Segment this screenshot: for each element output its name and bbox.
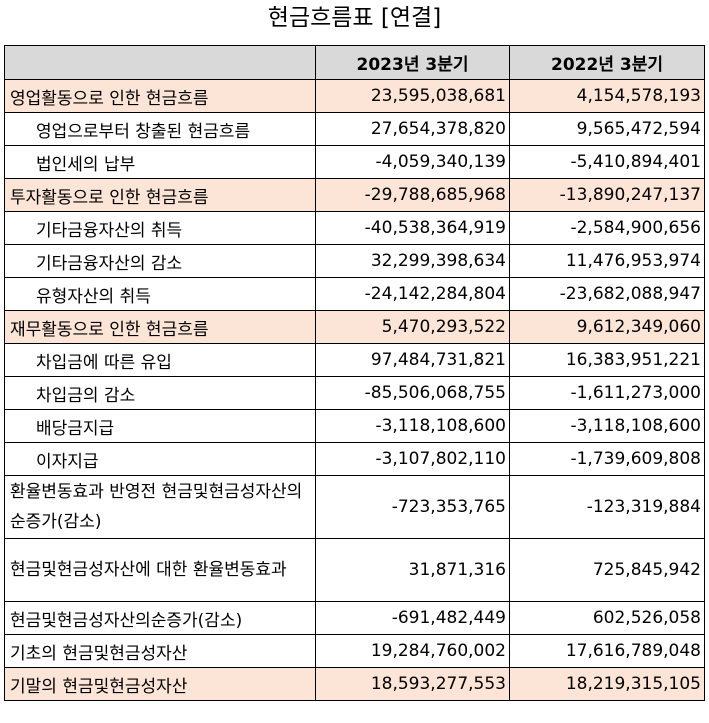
table-row: 기초의 현금및현금성자산 19,284,760,002 17,616,789,0… [4,634,705,668]
table-row: 투자활동으로 인한 현금흐름 -29,788,685,968 -13,890,2… [4,178,705,212]
value-2023: 18,593,277,553 [315,667,510,701]
row-label: 환율변동효과 반영전 현금및현금성자산의 순증가(감소) [4,475,316,539]
value-2023: 5,470,293,522 [315,310,510,344]
value-2023: 97,484,731,821 [315,343,510,377]
row-label: 배당금지급 [4,409,316,443]
value-2022: -1,739,609,808 [509,442,705,476]
table-row: 현금및현금성자산에 대한 환율변동효과 31,871,316 725,845,9… [4,538,705,602]
header-2022: 2022년 3분기 [509,45,705,80]
row-label: 투자활동으로 인한 현금흐름 [4,178,316,212]
value-2022: 725,845,942 [509,538,705,602]
table-row: 차입금에 따른 유입 97,484,731,821 16,383,951,221 [4,343,705,377]
value-2023: 27,654,378,820 [315,112,510,146]
row-label: 영업으로부터 창출된 현금흐름 [4,112,316,146]
value-2023: -4,059,340,139 [315,145,510,179]
table-row: 배당금지급 -3,118,108,600 -3,118,108,600 [4,409,705,443]
value-2023: 23,595,038,681 [315,79,510,113]
row-label: 영업활동으로 인한 현금흐름 [4,79,316,113]
value-2023: -723,353,765 [315,475,510,539]
value-2023: -3,107,802,110 [315,442,510,476]
value-2023: -24,142,284,804 [315,277,510,311]
row-label: 기타금융자산의 취득 [4,211,316,245]
row-label: 차입금에 따른 유입 [4,343,316,377]
value-2023: 31,871,316 [315,538,510,602]
value-2022: 17,616,789,048 [509,634,705,668]
page-title: 현금흐름표 [연결] [267,5,442,31]
value-2022: -1,611,273,000 [509,376,705,410]
table-row: 유형자산의 취득 -24,142,284,804 -23,682,088,947 [4,277,705,311]
header-label [4,45,316,80]
row-label: 재무활동으로 인한 현금흐름 [4,310,316,344]
row-label: 기초의 현금및현금성자산 [4,634,316,668]
row-label: 기말의 현금및현금성자산 [4,667,316,701]
row-label: 현금및현금성자산에 대한 환율변동효과 [4,538,316,602]
value-2022: -3,118,108,600 [509,409,705,443]
value-2023: -40,538,364,919 [315,211,510,245]
header-2023: 2023년 3분기 [315,45,510,80]
table-row: 현금및현금성자산의순증가(감소) -691,482,449 602,526,05… [4,601,705,635]
value-2022: -23,682,088,947 [509,277,705,311]
value-2023: -29,788,685,968 [315,178,510,212]
table-row: 이자지급 -3,107,802,110 -1,739,609,808 [4,442,705,476]
row-label: 이자지급 [4,442,316,476]
value-2023: 19,284,760,002 [315,634,510,668]
value-2023: -3,118,108,600 [315,409,510,443]
row-label: 기타금융자산의 감소 [4,244,316,278]
table-row: 차입금의 감소 -85,506,068,755 -1,611,273,000 [4,376,705,410]
value-2022: -2,584,900,656 [509,211,705,245]
table-row: 법인세의 납부 -4,059,340,139 -5,410,894,401 [4,145,705,179]
value-2022: 602,526,058 [509,601,705,635]
table-row: 기타금융자산의 취득 -40,538,364,919 -2,584,900,65… [4,211,705,245]
value-2022: -13,890,247,137 [509,178,705,212]
value-2022: 11,476,953,974 [509,244,705,278]
table-row: 환율변동효과 반영전 현금및현금성자산의 순증가(감소) -723,353,76… [4,475,705,539]
row-label: 현금및현금성자산의순증가(감소) [4,601,316,635]
value-2023: -85,506,068,755 [315,376,510,410]
table-header-row: 2023년 3분기 2022년 3분기 [4,45,705,80]
table-row: 영업으로부터 창출된 현금흐름 27,654,378,820 9,565,472… [4,112,705,146]
table-row: 재무활동으로 인한 현금흐름 5,470,293,522 9,612,349,0… [4,310,705,344]
cash-flow-table: 2023년 3분기 2022년 3분기 영업활동으로 인한 현금흐름 23,59… [4,45,705,701]
value-2022: 18,219,315,105 [509,667,705,701]
row-label: 법인세의 납부 [4,145,316,179]
value-2022: 9,612,349,060 [509,310,705,344]
value-2022: 9,565,472,594 [509,112,705,146]
value-2022: 16,383,951,221 [509,343,705,377]
value-2022: -5,410,894,401 [509,145,705,179]
row-label: 유형자산의 취득 [4,277,316,311]
row-label: 차입금의 감소 [4,376,316,410]
value-2022: 4,154,578,193 [509,79,705,113]
table-row: 기타금융자산의 감소 32,299,398,634 11,476,953,974 [4,244,705,278]
table-row: 영업활동으로 인한 현금흐름 23,595,038,681 4,154,578,… [4,79,705,113]
table-row: 기말의 현금및현금성자산 18,593,277,553 18,219,315,1… [4,667,705,701]
value-2023: -691,482,449 [315,601,510,635]
value-2023: 32,299,398,634 [315,244,510,278]
value-2022: -123,319,884 [509,475,705,539]
